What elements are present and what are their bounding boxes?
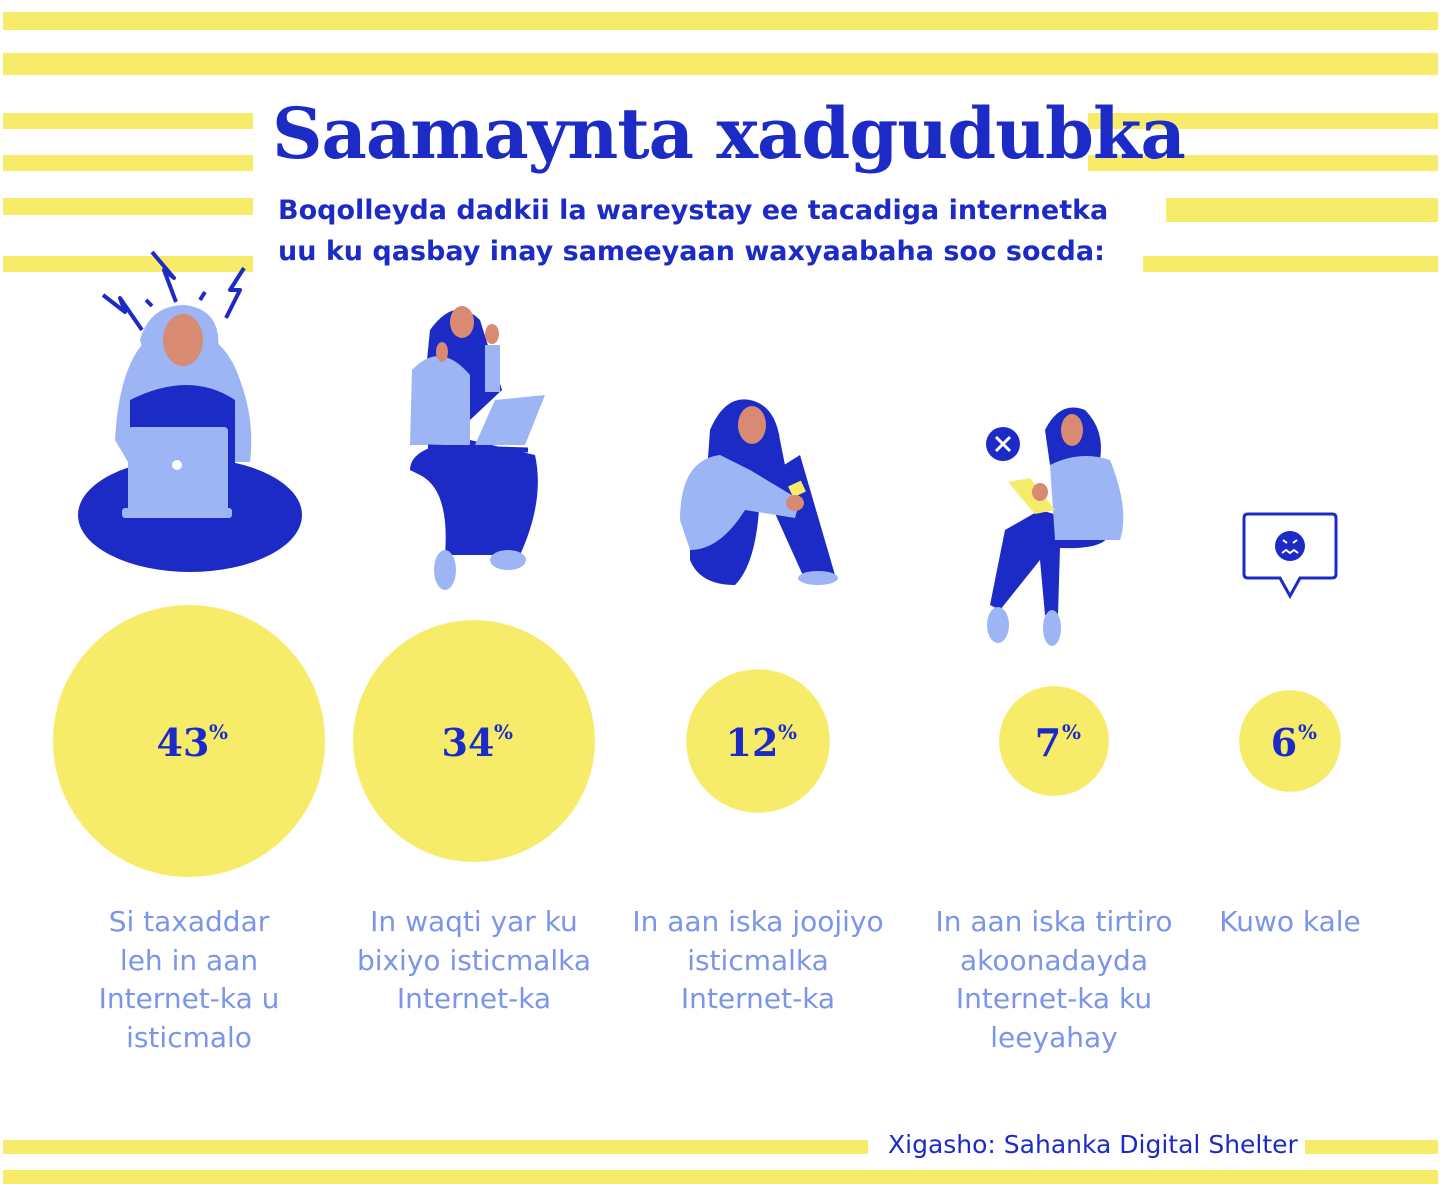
sad-speech-bubble-icon [1242, 512, 1338, 600]
category-label: In aan iska tirtiro akoonadayda Internet-k… [919, 903, 1189, 1057]
value-label: 34 [442, 720, 495, 765]
value-label: 6 [1271, 720, 1297, 765]
percent-sign: % [494, 720, 513, 744]
decor-stripe [3, 198, 253, 215]
category-label-line: akoonadayda [960, 943, 1148, 977]
value-label: 12 [726, 720, 779, 765]
bubble-4 [999, 686, 1109, 796]
decor-stripe [3, 12, 1438, 30]
illustrations [78, 250, 1338, 646]
decor-stripe [1088, 113, 1438, 129]
bubble-2 [353, 620, 595, 862]
category-label-line: leh in aan [119, 943, 259, 977]
decor-stripe [3, 155, 253, 171]
category-label-line: bixiyo isticmalka [356, 943, 592, 977]
category-label: In aan iska joojiyo isticmalka Internet-ka [623, 903, 893, 1019]
category-label-line: In aan iska joojiyo [632, 905, 884, 938]
percent-sign: % [1062, 720, 1081, 744]
decor-stripe [1305, 1140, 1438, 1154]
category-label-line: In waqti yar ku [370, 905, 578, 938]
decor-stripe [3, 113, 253, 129]
percent-sign: % [209, 720, 228, 744]
value-label: 43 [157, 720, 210, 765]
category-label-line: isticmalka [687, 943, 829, 977]
bubble-3 [686, 669, 830, 813]
source-note: Xigasho: Sahanka Digital Shelter [888, 1130, 1298, 1159]
decor-stripe [1143, 256, 1438, 272]
woman-sitting-hugging-knees-icon [680, 399, 838, 585]
category-label-line: Kuwo kale [1219, 905, 1361, 938]
bubble-5 [1239, 690, 1341, 792]
bubble-1 [53, 605, 325, 877]
category-label-line: Internet-ka [680, 982, 836, 1015]
value-label: 7 [1035, 720, 1061, 765]
category-label-line: Internet-ka [396, 982, 552, 1015]
woman-phone-delete-icon [986, 407, 1124, 646]
decor-stripe [3, 1140, 868, 1154]
percent-sign: % [1298, 720, 1317, 744]
category-label-line: In aan iska tirtiro [935, 905, 1173, 938]
category-label-line: leeyahay [990, 1020, 1118, 1054]
category-label: Kuwo kale [1155, 903, 1425, 942]
category-label: Si taxaddar leh in aan Internet-ka u isticm… [54, 903, 324, 1057]
decor-stripe [1166, 198, 1438, 222]
category-label-line: isticmalo [126, 1020, 252, 1054]
decor-stripe [3, 53, 1438, 75]
category-label: In waqti yar ku bixiyo isticmalka Internet… [339, 903, 609, 1019]
decor-stripe [3, 256, 253, 272]
category-label-line: Si taxaddar [108, 905, 270, 938]
decor-stripe [1088, 155, 1438, 171]
woman-laptop-waving-icon [410, 306, 545, 590]
subtitle-line: Boqolleyda dadkii la wareystay ee tacadi… [278, 195, 1109, 226]
frustrated-woman-laptop-icon [78, 250, 302, 572]
chart-subtitle: Boqolleyda dadkii la wareystay ee tacadi… [278, 190, 1158, 272]
decor-stripe [3, 1170, 1438, 1184]
chart-title: Saamaynta xadgudubka [272, 92, 1186, 175]
category-label-line: Internet-ka ku [955, 982, 1153, 1015]
subtitle-line: uu ku qasbay inay sameeyaan waxyaabaha s… [278, 236, 1105, 267]
category-label-line: Internet-ka u [98, 982, 280, 1015]
percent-sign: % [778, 720, 797, 744]
